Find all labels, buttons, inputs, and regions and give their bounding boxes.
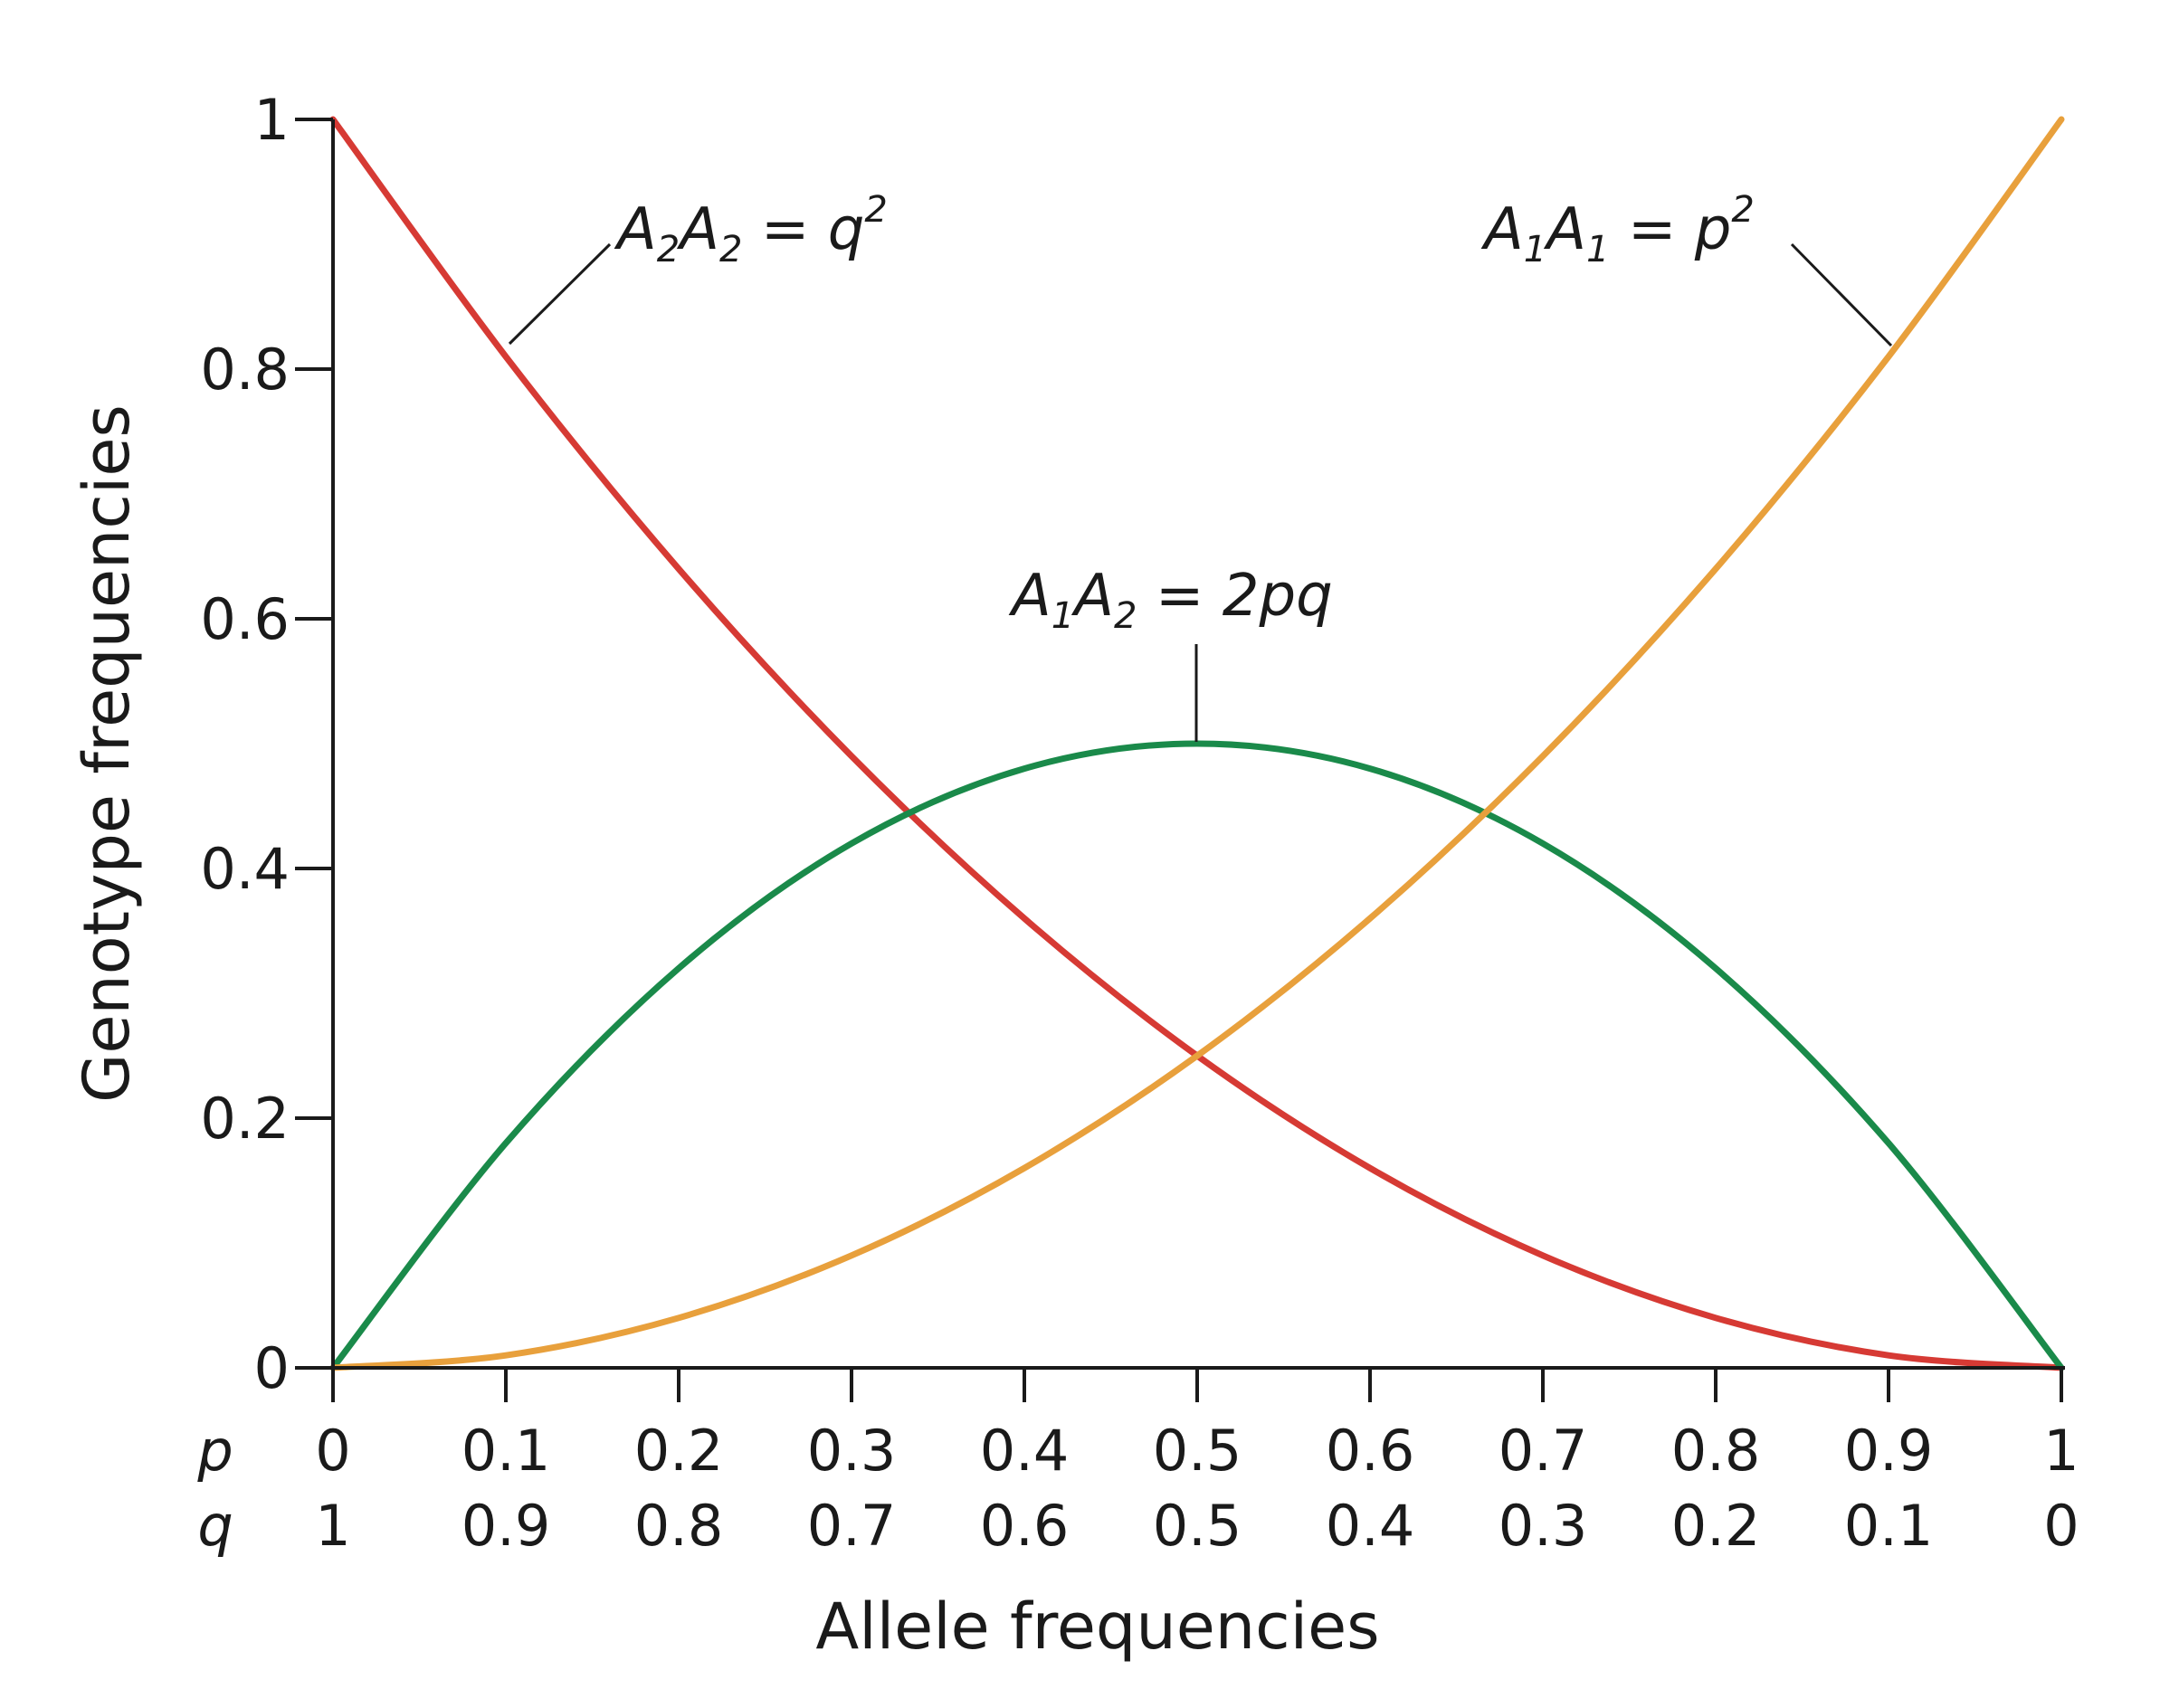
series-line-a1a2 — [329, 740, 2065, 1371]
labels-layer: 0 0.2 0.4 0.6 0.8 1 0 1 0.1 0.9 0.2 0.8 0.3 0.7 0.4 0.6… — [200, 87, 2079, 1559]
q-tick-label: 0.9 — [461, 1493, 551, 1559]
p-row-label: p — [196, 1418, 233, 1484]
p-tick-label: 0.3 — [807, 1418, 897, 1484]
q-tick-label: 0.4 — [1326, 1493, 1415, 1559]
y-tick-label: 0.6 — [200, 586, 290, 652]
annotation-a2a2: A2A2 = q2 — [614, 189, 888, 270]
annotation-a1a1: A1A1 = p2 — [1480, 189, 1755, 270]
y-tick-label: 0.4 — [200, 836, 290, 902]
p-tick-label: 1 — [2043, 1418, 2079, 1484]
y-tick-label: 0.8 — [200, 337, 290, 403]
p-tick-label: 0 — [315, 1418, 350, 1484]
y-tick-label: 0 — [254, 1335, 290, 1401]
series-layer — [329, 116, 2065, 1371]
p-tick-label: 0.6 — [1326, 1418, 1415, 1484]
y-tick-label: 0.2 — [200, 1086, 290, 1152]
p-tick-label: 0.7 — [1499, 1418, 1588, 1484]
q-tick-label: 0.7 — [807, 1493, 897, 1559]
series-line-a1a1 — [329, 116, 2065, 1371]
annotation-leader-a2a2 — [508, 242, 612, 346]
q-tick-label: 0.3 — [1499, 1493, 1588, 1559]
p-tick-label: 0.5 — [1153, 1418, 1242, 1484]
q-tick-label: 0.1 — [1844, 1493, 1934, 1559]
q-row-label: q — [197, 1493, 233, 1559]
y-tick-label: 1 — [254, 87, 290, 153]
p-tick-label: 0.4 — [980, 1418, 1070, 1484]
x-axis-title: Allele frequencies — [815, 1589, 1379, 1664]
q-tick-label: 1 — [315, 1493, 350, 1559]
q-tick-label: 0.6 — [980, 1493, 1070, 1559]
annotation-a1a2: A1A2 = 2pq — [1008, 563, 1333, 637]
annotation-leader-a1a1 — [1790, 242, 1893, 347]
p-tick-label: 0.8 — [1671, 1418, 1761, 1484]
q-tick-label: 0.2 — [1671, 1493, 1761, 1559]
y-axis-title: Genotype frequencies — [70, 404, 144, 1103]
axes-layer — [295, 118, 2065, 1402]
p-tick-label: 0.9 — [1844, 1418, 1934, 1484]
p-tick-label: 0.2 — [634, 1418, 724, 1484]
q-tick-label: 0.8 — [634, 1493, 724, 1559]
series-line-a2a2 — [329, 116, 2065, 1371]
p-tick-label: 0.1 — [461, 1418, 551, 1484]
q-tick-label: 0 — [2043, 1493, 2079, 1559]
q-tick-label: 0.5 — [1153, 1493, 1242, 1559]
